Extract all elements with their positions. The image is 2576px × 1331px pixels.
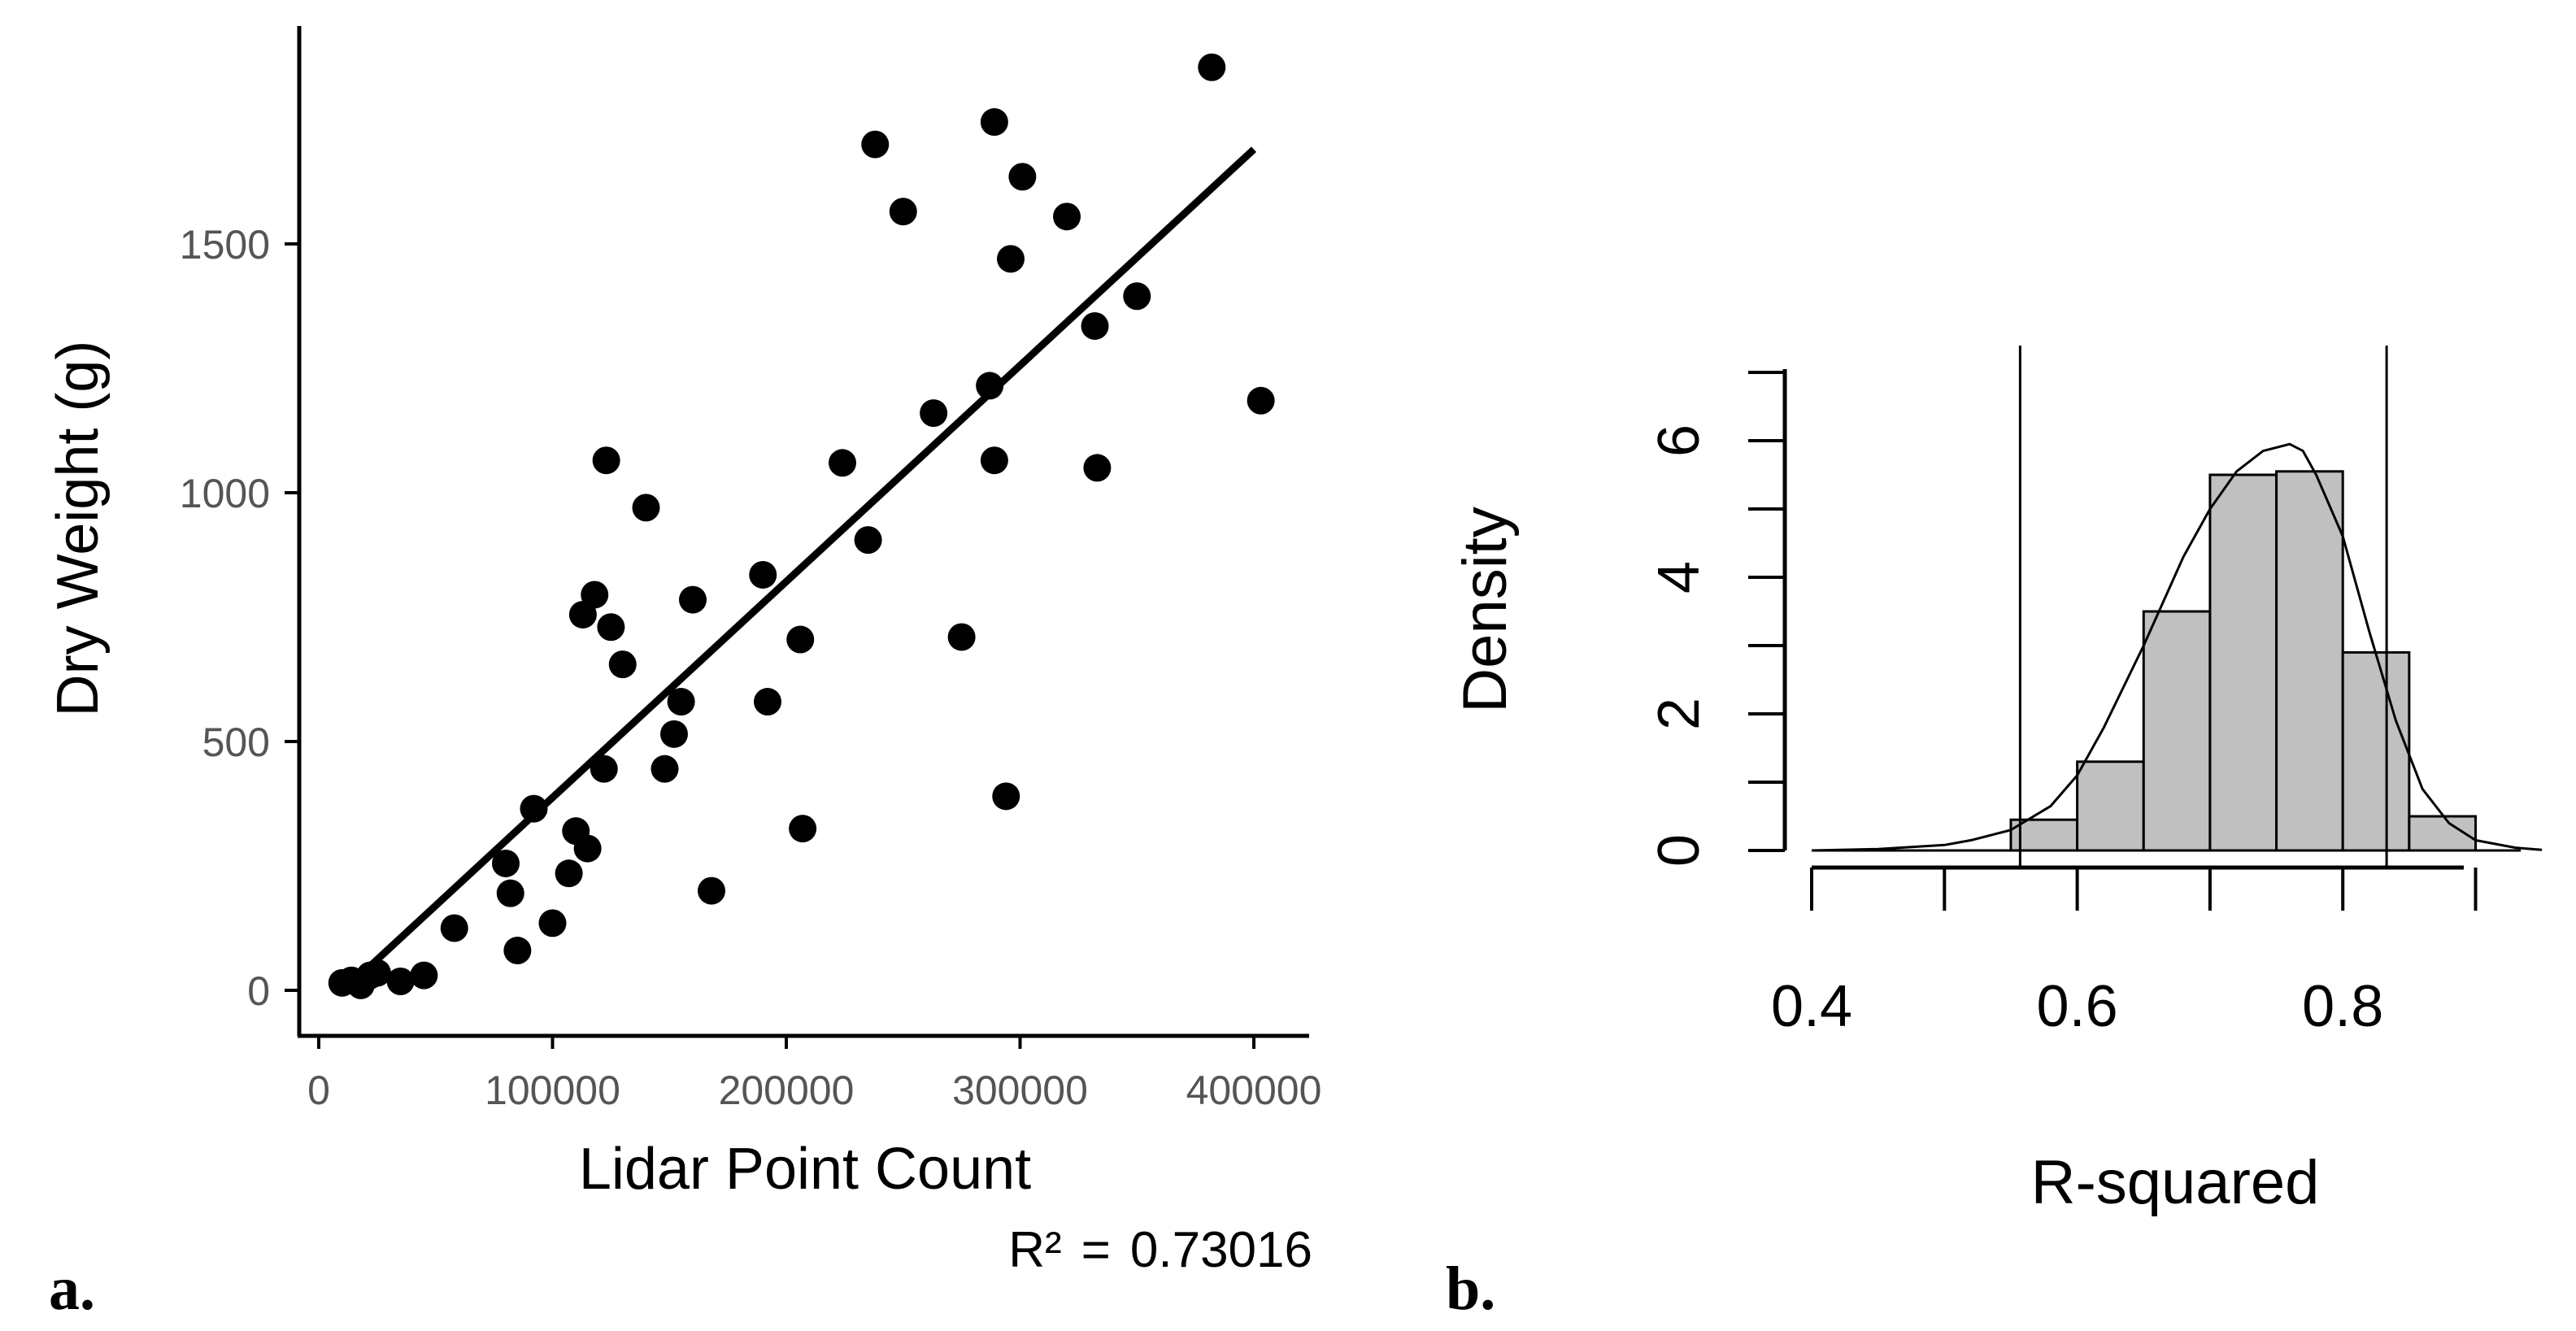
y-tick-label-a: 1000 <box>180 471 270 516</box>
panel-label-a: a. <box>49 1255 95 1323</box>
data-point <box>1198 53 1226 81</box>
y-tick-label-b: 6 <box>1647 424 1712 457</box>
data-point <box>667 688 695 716</box>
data-point <box>980 108 1008 137</box>
data-point <box>786 625 815 654</box>
data-point <box>386 967 415 995</box>
x-tick-label-a: 0 <box>307 1068 330 1113</box>
histogram-bar <box>2076 760 2145 852</box>
y-tick-label-a: 0 <box>247 968 270 1014</box>
r2-prefix: R² <box>1008 1222 1061 1278</box>
data-point <box>829 449 856 477</box>
y-tick-label-b: 2 <box>1647 698 1712 730</box>
data-point <box>555 859 583 888</box>
data-point <box>997 245 1025 273</box>
data-point <box>749 560 777 589</box>
r2-eq: = <box>1081 1222 1111 1278</box>
x-axis-title-a: Lidar Point Count <box>579 1137 1031 1202</box>
data-point <box>698 876 725 905</box>
data-point <box>889 198 917 226</box>
y-tick-label-b: 4 <box>1647 561 1712 594</box>
data-point <box>363 959 391 987</box>
data-point <box>660 720 688 748</box>
x-tick-label-a: 300000 <box>952 1068 1088 1113</box>
data-point <box>538 909 567 937</box>
bars-group <box>2009 470 2478 852</box>
data-point <box>590 755 618 783</box>
data-point <box>568 600 597 629</box>
r2-value: 0.73016 <box>1130 1222 1312 1278</box>
x-tick-label-b: 0.6 <box>2037 974 2118 1039</box>
data-point <box>1123 282 1151 311</box>
data-point <box>1083 454 1112 482</box>
x-tick-label-a: 400000 <box>1186 1068 1322 1113</box>
x-tick-label-b: 0.4 <box>1771 974 1852 1039</box>
data-point <box>440 914 468 942</box>
tick-group-b: 0 2 4 6 0.4 0.6 0.8 <box>1647 371 2478 1039</box>
histogram-bar <box>2142 610 2212 852</box>
data-point <box>608 650 637 679</box>
histogram-bar <box>2341 650 2411 852</box>
data-point <box>1008 163 1037 191</box>
data-point <box>597 613 625 642</box>
density-curve <box>1811 442 2543 852</box>
data-point <box>947 623 976 651</box>
y-tick-label-b: 0 <box>1647 834 1712 867</box>
data-point <box>573 834 602 863</box>
x-tick-label-b: 0.8 <box>2302 974 2383 1039</box>
y-tick-label-a: 500 <box>202 720 270 765</box>
data-point <box>976 372 1004 400</box>
scatter-panel: 0 100000 200000 300000 400000 0 500 1000 1500 Li… <box>46 26 1321 1323</box>
y-axis-title-b: Density <box>1451 507 1520 712</box>
data-point <box>581 581 609 609</box>
points-group <box>328 53 1275 999</box>
x-tick-label-a: 100000 <box>485 1068 620 1113</box>
data-point <box>520 794 548 823</box>
data-point <box>980 446 1008 475</box>
r-squared-annotation: R² = 0.73016 <box>1008 1222 1312 1278</box>
data-point <box>632 494 660 522</box>
data-point <box>503 937 532 965</box>
data-point <box>920 399 948 428</box>
data-point <box>651 755 679 783</box>
histogram-bar <box>2275 470 2344 852</box>
y-axis-title-a: Dry Weight (g) <box>46 341 111 717</box>
data-point <box>592 446 620 475</box>
regression-line <box>363 146 1257 973</box>
y-tick-label-a: 1500 <box>180 222 270 268</box>
tick-group-a: 0 100000 200000 300000 400000 0 500 1000 1500 <box>180 222 1322 1113</box>
data-point <box>410 961 438 990</box>
x-tick-label-a: 200000 <box>719 1068 855 1113</box>
panel-label-b: b. <box>1446 1255 1495 1323</box>
histogram-panel: 0 2 4 6 0.4 0.6 0.8 R-squared Density b. <box>1446 346 2543 1323</box>
histogram-bar <box>2208 473 2278 852</box>
x-axis-title-b: R-squared <box>2031 1148 2320 1217</box>
data-point <box>1053 202 1081 231</box>
data-point <box>992 782 1020 811</box>
reference-lines <box>2018 346 2388 868</box>
data-point <box>854 526 882 555</box>
data-point <box>679 585 707 614</box>
data-point <box>861 130 890 159</box>
data-point <box>1247 386 1275 415</box>
data-point <box>1081 311 1109 340</box>
data-point <box>496 879 524 907</box>
data-point <box>754 688 781 716</box>
data-point <box>492 849 520 877</box>
data-point <box>789 815 817 843</box>
